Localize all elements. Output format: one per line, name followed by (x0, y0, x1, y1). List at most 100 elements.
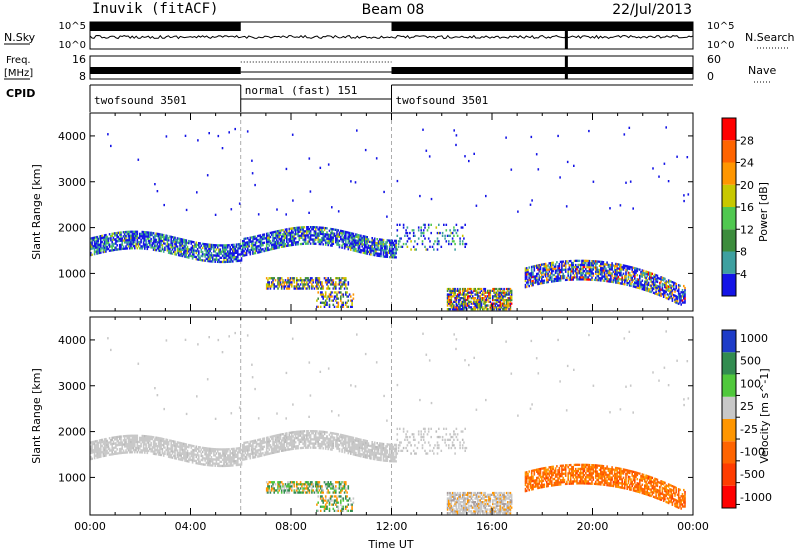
scatter-cell (215, 448, 218, 451)
scatter-cell (299, 230, 302, 233)
scatter-cell (464, 223, 466, 226)
scatter-cell (326, 297, 328, 300)
scatter-cell (318, 277, 321, 280)
scatter-cell (547, 268, 549, 271)
scatter-cell (100, 239, 102, 242)
scatter-cell (592, 264, 595, 267)
scatter-cell (675, 287, 677, 290)
scatter-cell (96, 444, 98, 447)
scatter-cell (384, 243, 386, 246)
scatter-cell (493, 289, 495, 292)
scatter-cell (328, 297, 331, 300)
scatter-cell (498, 297, 500, 300)
scatter-cell (200, 458, 203, 462)
scatter-cell (489, 297, 492, 300)
scatter-cell (195, 258, 198, 261)
scatter-cell (494, 306, 497, 309)
scatter-cell (253, 439, 255, 442)
scatter-cell (111, 249, 113, 252)
scatter-cell (620, 270, 622, 273)
scatter-cell (387, 249, 390, 252)
scatter-cell (220, 464, 223, 468)
scatter-cell (272, 239, 274, 242)
scatter-cell (335, 241, 337, 244)
scatter-cell (152, 436, 155, 439)
scatter-cell (248, 245, 250, 248)
scatter-cell (319, 238, 322, 242)
scatter-cell (652, 287, 655, 290)
scatter-cell (174, 253, 176, 256)
scatter-cell (228, 460, 230, 463)
scatter-cell (591, 262, 593, 265)
scatter-cell (152, 446, 155, 449)
scatter-cell (618, 265, 621, 268)
scatter-cell (660, 292, 662, 295)
scatter-cell (326, 287, 328, 290)
scatter-cell (191, 257, 194, 260)
scatter-cell (480, 302, 483, 305)
scatter-cell (265, 438, 268, 442)
scatter-cell (122, 231, 125, 234)
scatter-cell (341, 285, 343, 288)
scatter-cell (333, 297, 336, 300)
scatter-cell (625, 277, 627, 280)
scatter-cell (240, 248, 243, 252)
scatter-cell (321, 440, 323, 444)
scatter-cell (509, 300, 512, 303)
scatter-cell (288, 442, 291, 445)
scatter-cell (92, 238, 95, 242)
scatter-cell (142, 439, 145, 442)
scatter-cell (353, 235, 356, 238)
scatter-cell (444, 237, 446, 240)
scatter-cell (113, 232, 116, 235)
scatter-cell (505, 306, 508, 309)
scatter-cell (90, 243, 92, 246)
scatter-cell (351, 246, 353, 250)
scatter-cell (120, 239, 122, 242)
scatter-cell (191, 457, 194, 460)
scatter-cell (286, 434, 288, 437)
station-title: Inuvik (fitACF) (92, 1, 218, 17)
scatter-cell (529, 272, 532, 275)
scatter-cell (287, 238, 289, 241)
scatter-cell (291, 439, 293, 442)
scatter-cell (190, 454, 193, 458)
scatter-cell (137, 243, 140, 246)
scatter-cell (265, 249, 268, 252)
scatter-cell (302, 283, 304, 286)
scatter-cell (473, 308, 475, 311)
scatter-cell (376, 244, 378, 247)
scatter-cell (534, 264, 537, 268)
scatter-cell (487, 304, 489, 307)
scatter-cell (617, 271, 620, 274)
scatter-cell (140, 436, 142, 440)
scatter-cell (394, 254, 396, 257)
scatter-cell (586, 272, 588, 275)
scatter-cell (641, 269, 644, 272)
scatter-cell (384, 245, 386, 248)
scatter-cell (634, 271, 636, 274)
scatter-cell (195, 445, 198, 448)
scatter-cell (125, 230, 127, 234)
scatter-cell (180, 456, 182, 459)
scatter-cell (283, 434, 286, 438)
scatter-cell (617, 281, 620, 285)
scatter-cell (142, 243, 145, 246)
scatter-cell (612, 278, 615, 282)
scatter-cell (131, 444, 134, 448)
scatter-cell (475, 300, 478, 303)
scatter-cell (380, 250, 382, 254)
scatter-cell (186, 256, 189, 259)
scatter-cell (490, 289, 493, 292)
scatter-cell (528, 272, 530, 275)
scatter-cell (438, 240, 440, 243)
scatter-cell (500, 293, 503, 296)
scatter-cell (267, 450, 269, 454)
scatter-cell (415, 248, 417, 251)
scatter-cell (489, 304, 492, 307)
scatter-cell (587, 259, 590, 263)
scatter-cell (406, 226, 409, 229)
scatter-cell (466, 295, 469, 298)
scatter-cell (642, 271, 645, 275)
scatter-cell (253, 448, 255, 451)
